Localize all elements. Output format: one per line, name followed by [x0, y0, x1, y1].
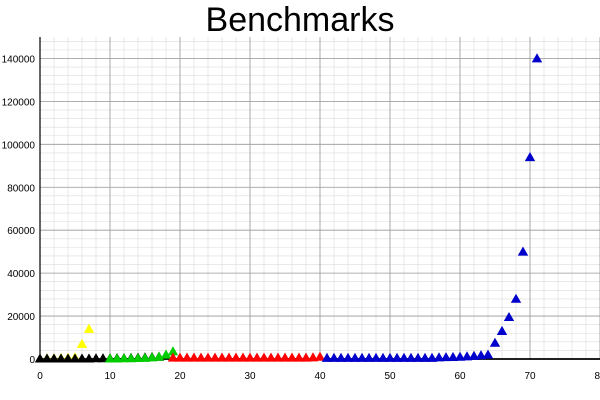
data-point-triangle: [405, 352, 417, 362]
data-point-triangle: [55, 353, 67, 363]
data-point-triangle: [300, 352, 312, 362]
data-point-triangle: [496, 325, 508, 335]
data-point-triangle: [279, 352, 291, 362]
x-tick-label: 30: [244, 371, 256, 382]
data-point-triangle: [489, 337, 501, 347]
x-tick-label: 40: [314, 371, 326, 382]
data-points: [34, 53, 543, 363]
data-point-triangle: [517, 246, 529, 256]
data-point-triangle: [433, 352, 445, 362]
data-point-triangle: [342, 352, 354, 362]
data-point-triangle: [111, 353, 123, 363]
data-point-triangle: [160, 349, 172, 359]
y-tick-label: 60000: [7, 226, 35, 237]
data-point-triangle: [62, 353, 74, 363]
x-tick-label: 60: [454, 371, 466, 382]
data-point-triangle: [461, 351, 473, 361]
data-point-triangle: [447, 351, 459, 361]
x-tick-label: 20: [174, 371, 186, 382]
data-point-triangle: [286, 352, 298, 362]
data-point-triangle: [48, 353, 60, 363]
data-point-triangle: [328, 352, 340, 362]
data-point-triangle: [90, 353, 102, 363]
x-tick-label: 50: [384, 371, 396, 382]
data-point-triangle: [76, 338, 88, 348]
data-point-triangle: [251, 352, 263, 362]
data-point-triangle: [125, 353, 137, 363]
data-point-triangle: [454, 351, 466, 361]
y-tick-label: 40000: [7, 269, 35, 280]
data-point-triangle: [97, 353, 109, 363]
data-point-triangle: [510, 293, 522, 303]
data-point-triangle: [293, 352, 305, 362]
data-point-triangle: [223, 352, 235, 362]
data-point-triangle: [482, 349, 494, 359]
data-point-triangle: [335, 352, 347, 362]
data-point-triangle: [146, 352, 158, 362]
data-point-triangle: [314, 351, 326, 361]
data-point-triangle: [244, 352, 256, 362]
data-point-triangle: [412, 352, 424, 362]
y-tick-label: 120000: [2, 97, 36, 108]
x-tick-labels: 0 10 20 30 40 50 60 70 80: [37, 371, 600, 382]
data-point-triangle: [349, 352, 361, 362]
data-point-triangle: [398, 352, 410, 362]
y-tick-label: 140000: [2, 54, 36, 65]
data-point-triangle: [118, 353, 130, 363]
data-point-triangle: [174, 352, 186, 362]
data-point-triangle: [356, 352, 368, 362]
data-point-triangle: [265, 352, 277, 362]
y-tick-label: 80000: [7, 183, 35, 194]
data-point-triangle: [426, 352, 438, 362]
y-tick-label: 100000: [2, 140, 36, 151]
data-point-triangle: [76, 353, 88, 363]
data-point-triangle: [181, 352, 193, 362]
x-tick-label: 70: [524, 371, 536, 382]
data-point-triangle: [83, 323, 95, 333]
x-tick-label: 0: [37, 371, 43, 382]
x-tick-label: 10: [104, 371, 116, 382]
data-point-triangle: [69, 353, 81, 363]
data-point-triangle: [531, 53, 543, 63]
data-point-triangle: [188, 352, 200, 362]
x-tick-label: 80: [594, 371, 600, 382]
data-point-triangle: [440, 352, 452, 362]
data-point-triangle: [83, 353, 95, 363]
data-point-triangle: [209, 352, 221, 362]
data-point-triangle: [363, 352, 375, 362]
data-point-triangle: [524, 152, 536, 162]
data-point-triangle: [468, 350, 480, 360]
data-point-triangle: [391, 352, 403, 362]
data-point-triangle: [321, 352, 333, 362]
y-tick-labels: 0 20000 40000 60000 80000 100000 120000 140000: [2, 54, 36, 366]
data-point-triangle: [195, 352, 207, 362]
data-point-triangle: [202, 352, 214, 362]
data-point-triangle: [272, 352, 284, 362]
grid-major: [39, 37, 600, 360]
data-point-triangle: [475, 350, 487, 360]
y-tick-label: 20000: [7, 312, 35, 323]
data-point-triangle: [34, 353, 46, 363]
data-point-triangle: [216, 352, 228, 362]
data-point-triangle: [167, 352, 179, 362]
data-point-triangle: [230, 352, 242, 362]
data-point-triangle: [258, 352, 270, 362]
data-point-triangle: [419, 352, 431, 362]
data-point-triangle: [104, 353, 116, 363]
chart-title: Benchmarks: [206, 1, 395, 39]
data-point-triangle: [167, 346, 179, 356]
data-point-triangle: [377, 352, 389, 362]
data-point-triangle: [139, 352, 151, 362]
data-point-triangle: [370, 352, 382, 362]
data-point-triangle: [237, 352, 249, 362]
data-point-triangle: [503, 311, 515, 322]
data-point-triangle: [41, 353, 53, 363]
data-point-triangle: [307, 352, 319, 362]
y-tick-label: 0: [29, 355, 35, 366]
data-point-triangle: [384, 352, 396, 362]
data-point-triangle: [132, 352, 144, 363]
